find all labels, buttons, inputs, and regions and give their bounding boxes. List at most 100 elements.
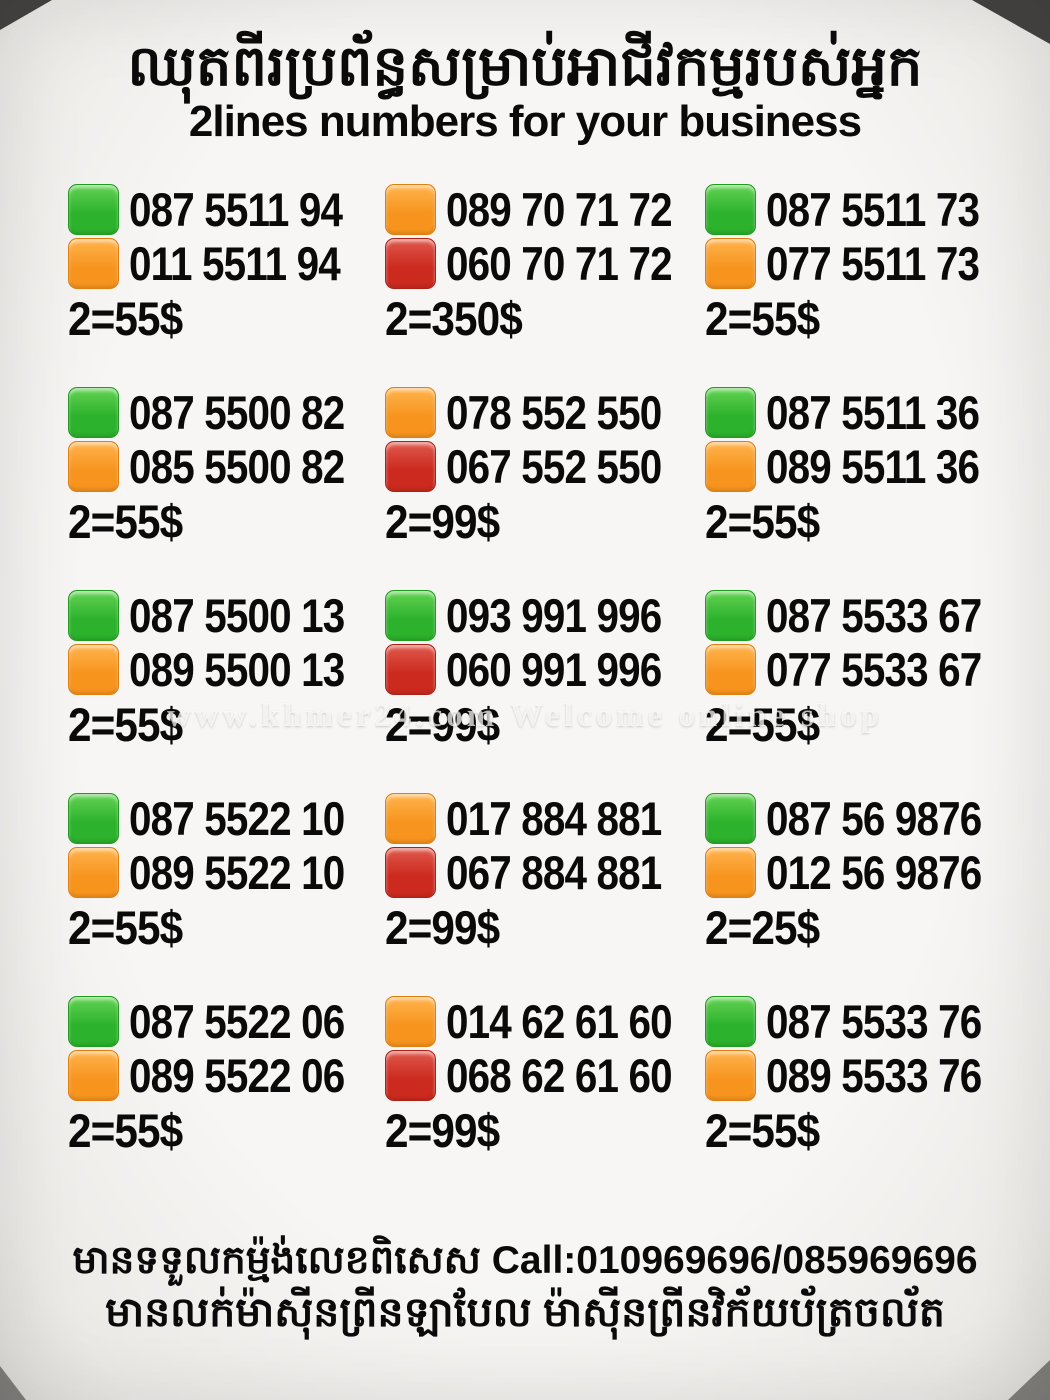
phone-number: 067 552 550	[446, 439, 662, 493]
number-line-2: 089 5533 76	[705, 1048, 1020, 1102]
green-square-icon	[705, 183, 756, 235]
listing-card: 087 5511 94 011 5511 94 2=55$	[68, 182, 385, 342]
listing-card: 087 5500 82 085 5500 82 2=55$	[68, 385, 385, 545]
green-square-icon	[68, 792, 119, 844]
photo-corner-bottom-left	[0, 1366, 26, 1400]
number-line-1: 087 5511 73	[705, 182, 1020, 236]
phone-number: 087 5511 94	[129, 182, 343, 236]
number-line-2: 060 70 71 72	[385, 236, 705, 290]
number-line-1: 087 5522 06	[68, 994, 385, 1048]
phone-number: 087 5533 76	[766, 994, 982, 1048]
listing-card: 087 5533 76 089 5533 76 2=55$	[705, 994, 1020, 1154]
phone-number: 093 991 996	[446, 588, 662, 642]
page-title-khmer: ឈុតពីរប្រព័ន្ធសម្រាប់អាជីវកម្មរបស់អ្នក	[127, 34, 923, 97]
orange-square-icon	[385, 792, 436, 844]
phone-number: 085 5500 82	[129, 439, 345, 493]
red-square-icon	[385, 846, 436, 898]
orange-square-icon	[68, 237, 119, 289]
phone-number: 087 56 9876	[766, 791, 982, 845]
price-label: 2=55$	[705, 698, 820, 752]
listing-card: 087 56 9876 012 56 9876 2=25$	[705, 791, 1020, 951]
phone-number: 087 5500 82	[129, 385, 345, 439]
orange-square-icon	[68, 1049, 119, 1101]
photo-corner-bottom-right	[1008, 1360, 1050, 1400]
footer-call-numbers: Call:010969696/085969696	[491, 1239, 978, 1283]
number-line-1: 087 5533 76	[705, 994, 1020, 1048]
number-line-1: 087 5511 94	[68, 182, 385, 236]
orange-square-icon	[68, 440, 119, 492]
listing-card: 089 70 71 72 060 70 71 72 2=350$	[385, 182, 705, 342]
orange-square-icon	[705, 237, 756, 289]
phone-number: 089 5511 36	[766, 439, 980, 493]
orange-square-icon	[705, 440, 756, 492]
phone-number: 089 5533 76	[766, 1048, 982, 1102]
listing-card: 087 5522 10 089 5522 10 2=55$	[68, 791, 385, 951]
price-label: 2=99$	[385, 495, 500, 549]
orange-square-icon	[385, 386, 436, 438]
price-label: 2=99$	[385, 901, 500, 955]
listing-card: 087 5522 06 089 5522 06 2=55$	[68, 994, 385, 1154]
phone-number: 087 5511 36	[766, 385, 980, 439]
phone-number: 060 991 996	[446, 642, 662, 696]
number-line-2: 068 62 61 60	[385, 1048, 705, 1102]
green-square-icon	[705, 792, 756, 844]
phone-number: 011 5511 94	[129, 236, 341, 290]
price-label: 2=55$	[705, 1104, 820, 1158]
orange-square-icon	[705, 846, 756, 898]
price-label: 2=99$	[385, 698, 500, 752]
price-label: 2=55$	[68, 901, 183, 955]
phone-number: 089 5500 13	[129, 642, 345, 696]
price-label: 2=55$	[705, 292, 820, 346]
phone-number: 014 62 61 60	[446, 994, 673, 1048]
green-square-icon	[705, 386, 756, 438]
listing-card: 093 991 996 060 991 996 2=99$	[385, 588, 705, 748]
footer: មានទទួលកម្ម៉ង់លេខពិសេស Call:010969696/08…	[0, 1236, 1050, 1338]
phone-number: 067 884 881	[446, 845, 662, 899]
phone-number: 089 5522 06	[129, 1048, 345, 1102]
green-square-icon	[68, 995, 119, 1047]
phone-number: 077 5533 67	[766, 642, 982, 696]
orange-square-icon	[705, 1049, 756, 1101]
red-square-icon	[385, 643, 436, 695]
green-square-icon	[385, 589, 436, 641]
price-label: 2=55$	[68, 1104, 183, 1158]
green-square-icon	[68, 589, 119, 641]
listing-card: 078 552 550 067 552 550 2=99$	[385, 385, 705, 545]
price-label: 2=25$	[705, 901, 820, 955]
green-square-icon	[705, 995, 756, 1047]
number-line-1: 087 5500 82	[68, 385, 385, 439]
phone-number: 087 5533 67	[766, 588, 982, 642]
listing-card: 017 884 881 067 884 881 2=99$	[385, 791, 705, 951]
phone-number: 087 5500 13	[129, 588, 345, 642]
phone-number: 089 70 71 72	[446, 182, 673, 236]
number-line-1: 087 5533 67	[705, 588, 1020, 642]
phone-number: 089 5522 10	[129, 845, 345, 899]
phone-number: 078 552 550	[446, 385, 662, 439]
number-line-2: 077 5511 73	[705, 236, 1020, 290]
number-line-2: 067 552 550	[385, 439, 705, 493]
listings-grid: 087 5511 94 011 5511 94 2=55$ 089 70 71 …	[0, 144, 1050, 1154]
number-line-2: 089 5522 10	[68, 845, 385, 899]
number-line-2: 012 56 9876	[705, 845, 1020, 899]
number-line-1: 017 884 881	[385, 791, 705, 845]
number-line-1: 093 991 996	[385, 588, 705, 642]
price-label: 2=55$	[68, 698, 183, 752]
listing-card: 087 5533 67 077 5533 67 2=55$	[705, 588, 1020, 748]
orange-square-icon	[705, 643, 756, 695]
footer-order-khmer: មានទទួលកម្ម៉ង់លេខពិសេស	[72, 1239, 481, 1283]
red-square-icon	[385, 1049, 436, 1101]
red-square-icon	[385, 237, 436, 289]
green-square-icon	[705, 589, 756, 641]
number-line-2: 011 5511 94	[68, 236, 385, 290]
price-label: 2=350$	[385, 292, 523, 346]
phone-number: 012 56 9876	[766, 845, 982, 899]
number-line-2: 089 5522 06	[68, 1048, 385, 1102]
number-line-1: 089 70 71 72	[385, 182, 705, 236]
number-line-1: 087 5511 36	[705, 385, 1020, 439]
listing-card: 087 5511 36 089 5511 36 2=55$	[705, 385, 1020, 545]
green-square-icon	[68, 386, 119, 438]
red-square-icon	[385, 440, 436, 492]
listing-card: 087 5500 13 089 5500 13 2=55$	[68, 588, 385, 748]
footer-order-line: មានទទួលកម្ម៉ង់លេខពិសេស Call:010969696/08…	[0, 1236, 1050, 1287]
